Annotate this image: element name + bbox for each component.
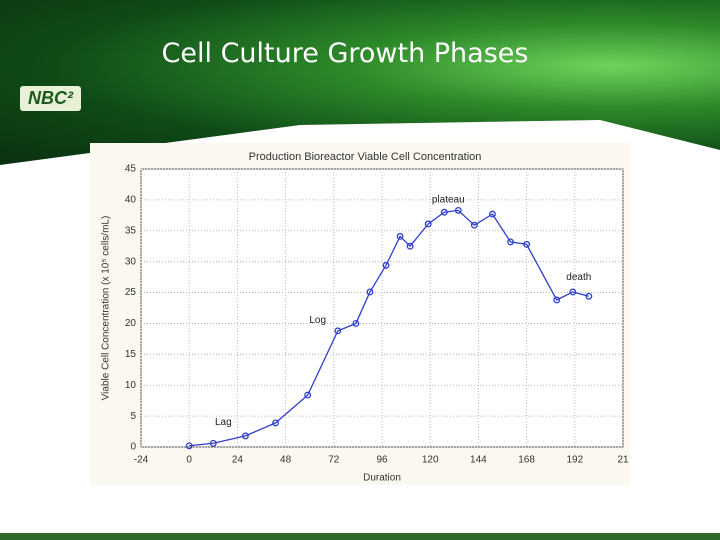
point xyxy=(569,288,577,296)
point xyxy=(185,442,193,450)
x-tick-label: 144 xyxy=(470,455,487,466)
x-axis-label: Duration xyxy=(363,473,401,484)
y-tick-label: 10 xyxy=(125,380,137,391)
slide-title: Cell Culture Growth Phases xyxy=(161,38,529,69)
series-line xyxy=(189,209,590,447)
point xyxy=(382,261,390,269)
point xyxy=(209,439,217,447)
x-tick-label: 192 xyxy=(566,455,583,466)
point xyxy=(241,432,249,440)
point xyxy=(489,210,496,218)
x-tick-label: 120 xyxy=(422,455,439,466)
point xyxy=(553,296,561,304)
point xyxy=(396,232,404,240)
y-tick-label: 45 xyxy=(125,164,137,175)
annotation: Log xyxy=(309,315,326,326)
point xyxy=(366,288,374,296)
point xyxy=(406,242,414,250)
point xyxy=(272,419,280,427)
point xyxy=(304,391,312,399)
annotation: plateau xyxy=(432,195,465,206)
y-tick-label: 15 xyxy=(125,349,137,360)
point xyxy=(440,208,448,216)
y-tick-label: 35 xyxy=(125,225,137,236)
footer-band xyxy=(0,533,720,540)
x-tick-label: 0 xyxy=(186,455,192,466)
y-tick-label: 0 xyxy=(130,442,136,453)
y-tick-label: 40 xyxy=(125,195,137,206)
x-tick-label: 48 xyxy=(280,455,292,466)
point xyxy=(523,240,531,248)
y-tick-label: 30 xyxy=(125,256,137,267)
x-tick-label: 168 xyxy=(518,455,535,466)
point xyxy=(454,206,462,214)
chart-title: Production Bioreactor Viable Cell Concen… xyxy=(249,151,482,163)
x-tick-label: 21 xyxy=(617,455,629,466)
point xyxy=(424,220,432,228)
annotation: Lag xyxy=(215,417,232,428)
x-tick-label: 24 xyxy=(232,455,244,466)
y-axis-label: Viable Cell Concentration (x 10⁵ cells/m… xyxy=(101,216,112,401)
annotation: death xyxy=(566,272,591,283)
y-tick-label: 20 xyxy=(125,318,137,329)
x-tick-label: -24 xyxy=(134,455,149,466)
point xyxy=(470,221,478,229)
point xyxy=(585,292,593,300)
point xyxy=(507,238,514,246)
logo: NBC² xyxy=(20,86,81,111)
x-tick-label: 72 xyxy=(328,455,340,466)
y-tick-label: 5 xyxy=(130,411,136,422)
x-tick-label: 96 xyxy=(376,455,388,466)
y-tick-label: 25 xyxy=(125,287,137,298)
point xyxy=(352,319,360,327)
point xyxy=(334,327,342,335)
